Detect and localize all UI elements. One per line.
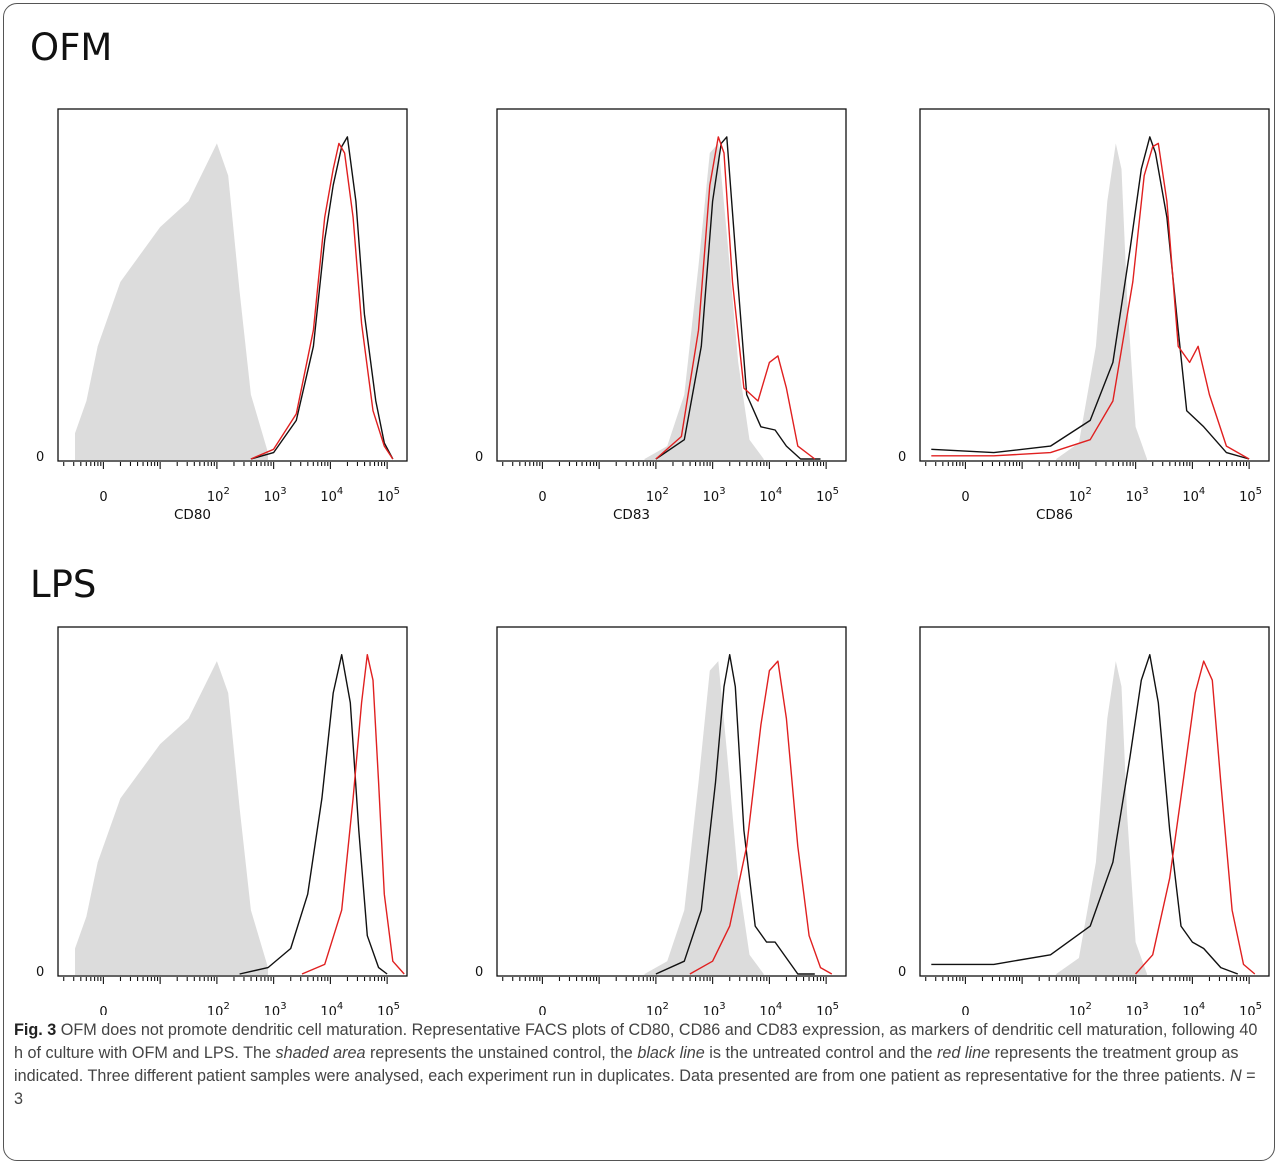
x-tick-label-ofm-cd83: 102 <box>646 486 669 505</box>
x-tick-zero-lps-cd86: 0 <box>961 1005 969 1015</box>
x-tick-label-lps-cd80: 102 <box>207 1001 230 1015</box>
y-zero-label-lps-cd83: 0 <box>475 965 483 980</box>
series-untreated-lps-cd80 <box>239 654 388 975</box>
series-treatment-lps-cd80 <box>301 654 405 975</box>
plot-frame-lps-cd83 <box>496 626 847 977</box>
x-tick-label-lps-cd86: 102 <box>1069 1001 1092 1015</box>
facs-figure: OFM 0 0 102 103 104 105 CD80 0 0 102 103 104 105 CD83 0… <box>30 26 1270 1015</box>
series-untreated-ofm-cd86 <box>931 136 1250 460</box>
y-zero-label-ofm-cd80: 0 <box>36 450 44 465</box>
caption-shaded: shaded area <box>275 1044 366 1062</box>
y-zero-label-ofm-cd83: 0 <box>475 450 483 465</box>
series-untreated-ofm-cd80 <box>250 136 394 460</box>
caption-n: N <box>1229 1067 1242 1085</box>
caption-text-2: represents the unstained control, the <box>365 1044 638 1062</box>
series-treatment-lps-cd83 <box>689 660 833 975</box>
group-label-lps: LPS <box>30 563 96 606</box>
series-unstained-ofm-cd86 <box>1056 143 1147 460</box>
series-treatment-ofm-cd80 <box>250 142 394 460</box>
y-zero-label-lps-cd80: 0 <box>36 965 44 980</box>
x-tick-label-lps-cd83: 103 <box>703 1001 726 1015</box>
x-tick-zero-ofm-cd86: 0 <box>961 490 969 505</box>
x-tick-label-lps-cd86: 103 <box>1126 1001 1149 1015</box>
x-tick-label-ofm-cd86: 102 <box>1069 486 1092 505</box>
x-tick-zero-ofm-cd80: 0 <box>99 490 107 505</box>
x-tick-label-ofm-cd83: 104 <box>759 486 782 505</box>
caption-n-value: = 3 <box>14 1067 1256 1108</box>
figure-frame <box>3 3 1275 1161</box>
y-zero-label-lps-cd86: 0 <box>898 965 906 980</box>
x-tick-label-ofm-cd80: 105 <box>377 486 400 505</box>
caption-black: black line <box>637 1044 705 1062</box>
series-treatment-ofm-cd86 <box>931 142 1250 460</box>
caption-text-3: is the untreated control and the <box>704 1044 937 1062</box>
x-tick-label-ofm-cd83: 105 <box>816 486 839 505</box>
x-tick-label-lps-cd80: 105 <box>377 1001 400 1015</box>
group-label-ofm: OFM <box>30 26 112 69</box>
plot-frame-ofm-cd83 <box>496 108 847 462</box>
x-axis-label-ofm-cd86: CD86 <box>1036 507 1073 523</box>
y-zero-label-ofm-cd86: 0 <box>898 450 906 465</box>
series-treatment-lps-cd86 <box>1135 660 1256 975</box>
series-treatment-ofm-cd83 <box>655 136 816 460</box>
x-tick-zero-lps-cd83: 0 <box>538 1005 546 1015</box>
plot-frame-lps-cd80 <box>57 626 408 977</box>
series-unstained-lps-cd83 <box>644 661 764 975</box>
x-tick-label-ofm-cd83: 103 <box>703 486 726 505</box>
x-tick-zero-lps-cd80: 0 <box>99 1005 107 1015</box>
series-unstained-lps-cd80 <box>75 661 268 975</box>
series-untreated-lps-cd83 <box>655 654 815 975</box>
plot-frame-ofm-cd86 <box>919 108 1270 462</box>
series-unstained-ofm-cd80 <box>75 143 268 460</box>
x-tick-label-lps-cd80: 103 <box>264 1001 287 1015</box>
caption-red: red line <box>937 1044 991 1062</box>
x-tick-label-lps-cd83: 105 <box>816 1001 839 1015</box>
x-tick-label-lps-cd86: 105 <box>1239 1001 1262 1015</box>
figure-caption: Fig. 3 OFM does not promote dendritic ce… <box>14 1019 1266 1111</box>
x-tick-label-lps-cd80: 104 <box>320 1001 343 1015</box>
x-tick-label-ofm-cd80: 104 <box>320 486 343 505</box>
plot-frame-ofm-cd80 <box>57 108 408 462</box>
series-untreated-lps-cd86 <box>931 654 1239 975</box>
x-tick-label-lps-cd83: 104 <box>759 1001 782 1015</box>
plot-frame-lps-cd86 <box>919 626 1270 977</box>
x-tick-label-lps-cd83: 102 <box>646 1001 669 1015</box>
series-unstained-lps-cd86 <box>1056 661 1147 975</box>
x-tick-label-lps-cd86: 104 <box>1182 1001 1205 1015</box>
x-tick-label-ofm-cd80: 103 <box>264 486 287 505</box>
x-axis-label-ofm-cd80: CD80 <box>174 507 211 523</box>
caption-label: Fig. 3 <box>14 1021 57 1039</box>
x-tick-label-ofm-cd86: 103 <box>1126 486 1149 505</box>
x-tick-label-ofm-cd86: 104 <box>1182 486 1205 505</box>
x-tick-zero-ofm-cd83: 0 <box>538 490 546 505</box>
x-tick-label-ofm-cd80: 102 <box>207 486 230 505</box>
caption-text-1: OFM does not promote dendritic cell matu… <box>14 1021 1258 1062</box>
x-tick-label-ofm-cd86: 105 <box>1239 486 1262 505</box>
x-axis-label-ofm-cd83: CD83 <box>613 507 650 523</box>
caption-text-4: represents the treatment group as indica… <box>14 1044 1239 1085</box>
series-untreated-ofm-cd83 <box>655 136 821 460</box>
